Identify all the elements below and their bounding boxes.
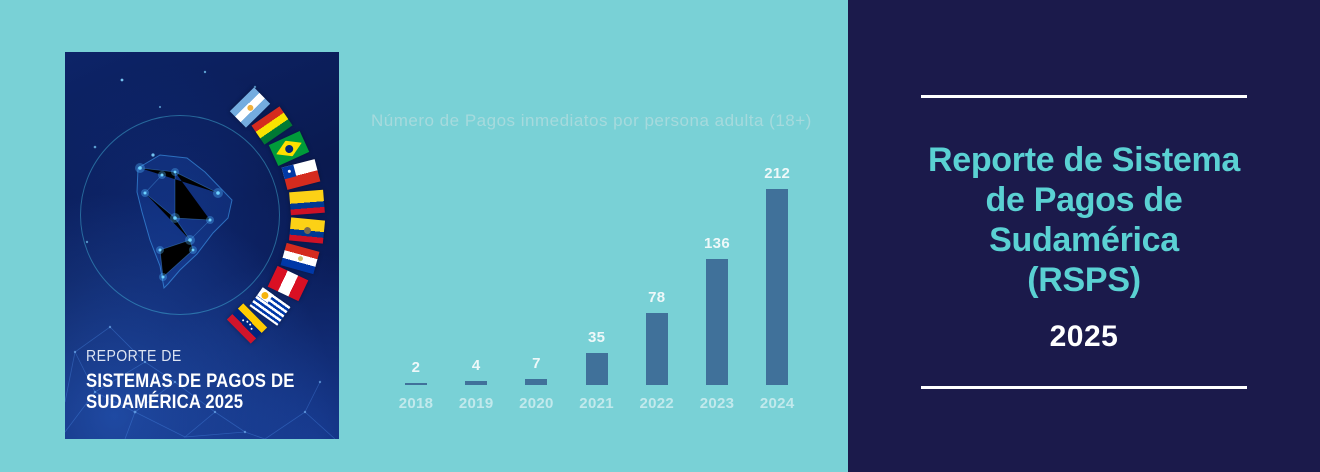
- bar: [465, 381, 488, 385]
- cover-title-line-3: SUDAMÉRICA 2025: [86, 392, 244, 413]
- bar-group: 78 2022: [627, 105, 687, 412]
- bar-category-label: 2023: [699, 395, 735, 412]
- top-divider-line: [921, 95, 1247, 98]
- bar-group: 2 2018: [386, 105, 446, 412]
- ecuador-flag-icon: [289, 217, 326, 244]
- panel-year: 2025: [1049, 320, 1119, 353]
- bar-category-label: 2024: [759, 395, 795, 412]
- bar-category-label: 2018: [398, 395, 434, 412]
- panel-title-line-2: de Pagos de: [985, 181, 1183, 219]
- bar-category-label: 2021: [579, 395, 614, 412]
- chile-flag-icon: [281, 158, 321, 190]
- cover-title-line-2: SISTEMAS DE PAGOS DE: [86, 371, 295, 392]
- right-panel: Reporte de Sistema de Pagos de Sudaméric…: [848, 0, 1320, 472]
- bar-group: 7 2020: [506, 105, 566, 412]
- bar: [405, 383, 427, 385]
- bar-category-label: 2020: [519, 395, 554, 412]
- bar: [766, 189, 789, 385]
- bar-value-label: 78: [648, 289, 666, 306]
- mesh-nodes: [73, 325, 322, 434]
- chart-title: Número de Pagos inmediatos por persona a…: [371, 111, 812, 130]
- bar-value-label: 7: [532, 355, 541, 372]
- bar-group: 35 2021: [567, 105, 627, 412]
- bar-value-label: 212: [764, 165, 791, 182]
- bar-group: 136 2023: [687, 105, 747, 412]
- panel-title-line-1: Reporte de Sistema: [927, 141, 1241, 179]
- bar-value-label: 136: [704, 235, 730, 252]
- globe-circle: [80, 115, 280, 315]
- colombia-flag-icon: [289, 189, 326, 215]
- panel-title-line-3: Sudamérica: [989, 221, 1179, 259]
- bar-group: 4 2019: [446, 105, 506, 412]
- panel-title-line-4: (RSPS): [1027, 261, 1141, 299]
- chart-bars: 2 2018 4 2019 7 2020 35 2021 78 2022 136 2023 212 202…: [371, 105, 833, 412]
- cover-title-line-1: REPORTE DE: [86, 348, 182, 365]
- bar-category-label: 2022: [639, 395, 675, 412]
- bottom-divider-line: [921, 386, 1247, 389]
- bar: [525, 379, 548, 385]
- bar-group: 212 2024: [747, 105, 807, 412]
- bar: [706, 259, 728, 385]
- network-mesh: [65, 326, 336, 439]
- bar-category-label: 2019: [458, 395, 494, 412]
- payments-bar-chart: Número de Pagos inmediatos por persona a…: [371, 105, 833, 425]
- report-cover: REPORTE DE SISTEMAS DE PAGOS DE SUDAMÉRI…: [65, 52, 339, 439]
- bar-value-label: 35: [587, 329, 606, 346]
- bar: [645, 313, 668, 385]
- cover-title: REPORTE DE SISTEMAS DE PAGOS DE SUDAMÉRI…: [86, 348, 295, 413]
- panel-title: Reporte de Sistema de Pagos de Sudaméric…: [848, 140, 1320, 300]
- bar-value-label: 4: [471, 357, 481, 374]
- bar: [585, 353, 608, 385]
- bar-value-label: 2: [411, 359, 421, 376]
